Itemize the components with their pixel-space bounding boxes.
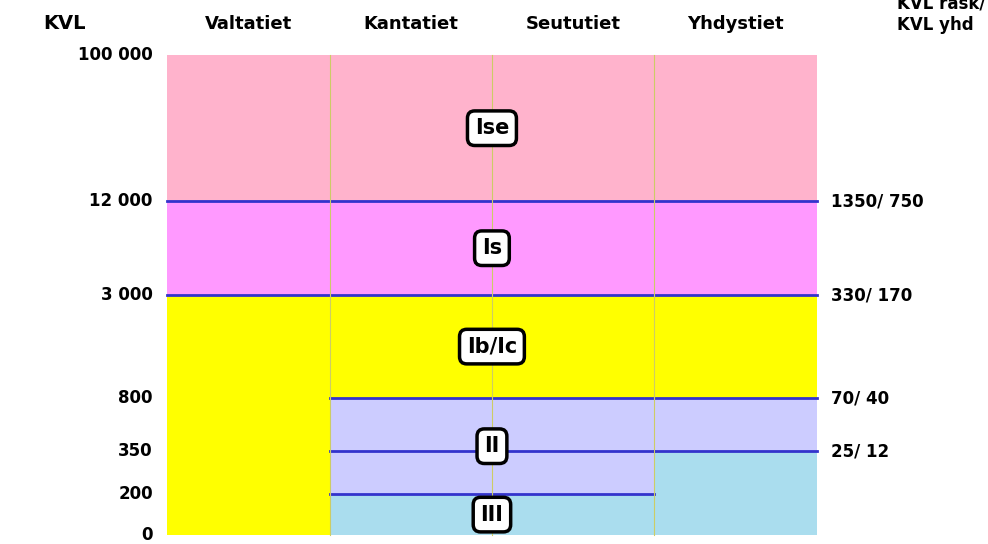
Text: 70/ 40: 70/ 40	[831, 389, 889, 407]
Text: Ib/Ic: Ib/Ic	[466, 337, 517, 357]
Text: 25/ 12: 25/ 12	[831, 442, 889, 460]
Text: KVL rask/
KVL yhd: KVL rask/ KVL yhd	[897, 0, 985, 34]
Bar	[167, 55, 817, 201]
Text: 3 000: 3 000	[101, 286, 153, 304]
Bar	[654, 398, 817, 451]
Text: Ise: Ise	[475, 118, 509, 138]
Text: III: III	[480, 505, 503, 524]
Text: 12 000: 12 000	[90, 193, 153, 211]
Text: II: II	[484, 436, 500, 456]
Text: Yhdystiet: Yhdystiet	[688, 15, 783, 33]
Bar	[654, 451, 817, 535]
Text: Is: Is	[482, 238, 502, 258]
Text: 800: 800	[119, 389, 153, 407]
Text: 100 000: 100 000	[78, 46, 153, 64]
Bar	[167, 201, 817, 295]
Text: 1350/ 750: 1350/ 750	[831, 193, 924, 211]
Text: KVL: KVL	[43, 14, 86, 33]
Text: 330/ 170: 330/ 170	[831, 286, 912, 304]
Text: Seututiet: Seututiet	[526, 15, 620, 33]
Text: Valtatiet: Valtatiet	[205, 15, 292, 33]
Text: 350: 350	[119, 442, 153, 460]
Bar	[330, 494, 654, 535]
Bar	[330, 398, 654, 494]
Text: Kantatiet: Kantatiet	[364, 15, 458, 33]
Bar	[167, 398, 330, 535]
Text: 200: 200	[119, 485, 153, 503]
Bar	[167, 295, 817, 398]
Text: 0: 0	[141, 526, 153, 544]
